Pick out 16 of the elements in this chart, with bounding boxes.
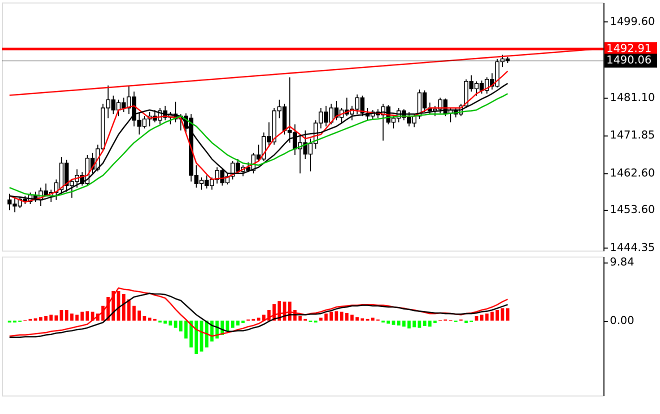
y-tick-label: 1453.60 xyxy=(610,203,656,216)
y-tick-label: 1499.60 xyxy=(610,15,656,28)
bar xyxy=(241,320,245,324)
bar xyxy=(433,320,437,324)
ref-line-label: 1490.06 xyxy=(606,54,652,67)
y-tick-label: 1444.35 xyxy=(610,241,655,254)
bar xyxy=(418,320,422,328)
ref-line-label: 1492.91 xyxy=(606,42,652,56)
y-tick-label: 9.84 xyxy=(610,256,634,269)
y-tick-label: 1481.10 xyxy=(610,90,656,104)
bar xyxy=(392,320,396,325)
bar xyxy=(319,318,323,321)
bar xyxy=(506,308,510,321)
y-tick-label: 0.00 xyxy=(610,314,634,328)
y-tick-label: 1471.85 xyxy=(610,128,655,142)
y-tick-label: 1462.60 xyxy=(610,166,656,180)
